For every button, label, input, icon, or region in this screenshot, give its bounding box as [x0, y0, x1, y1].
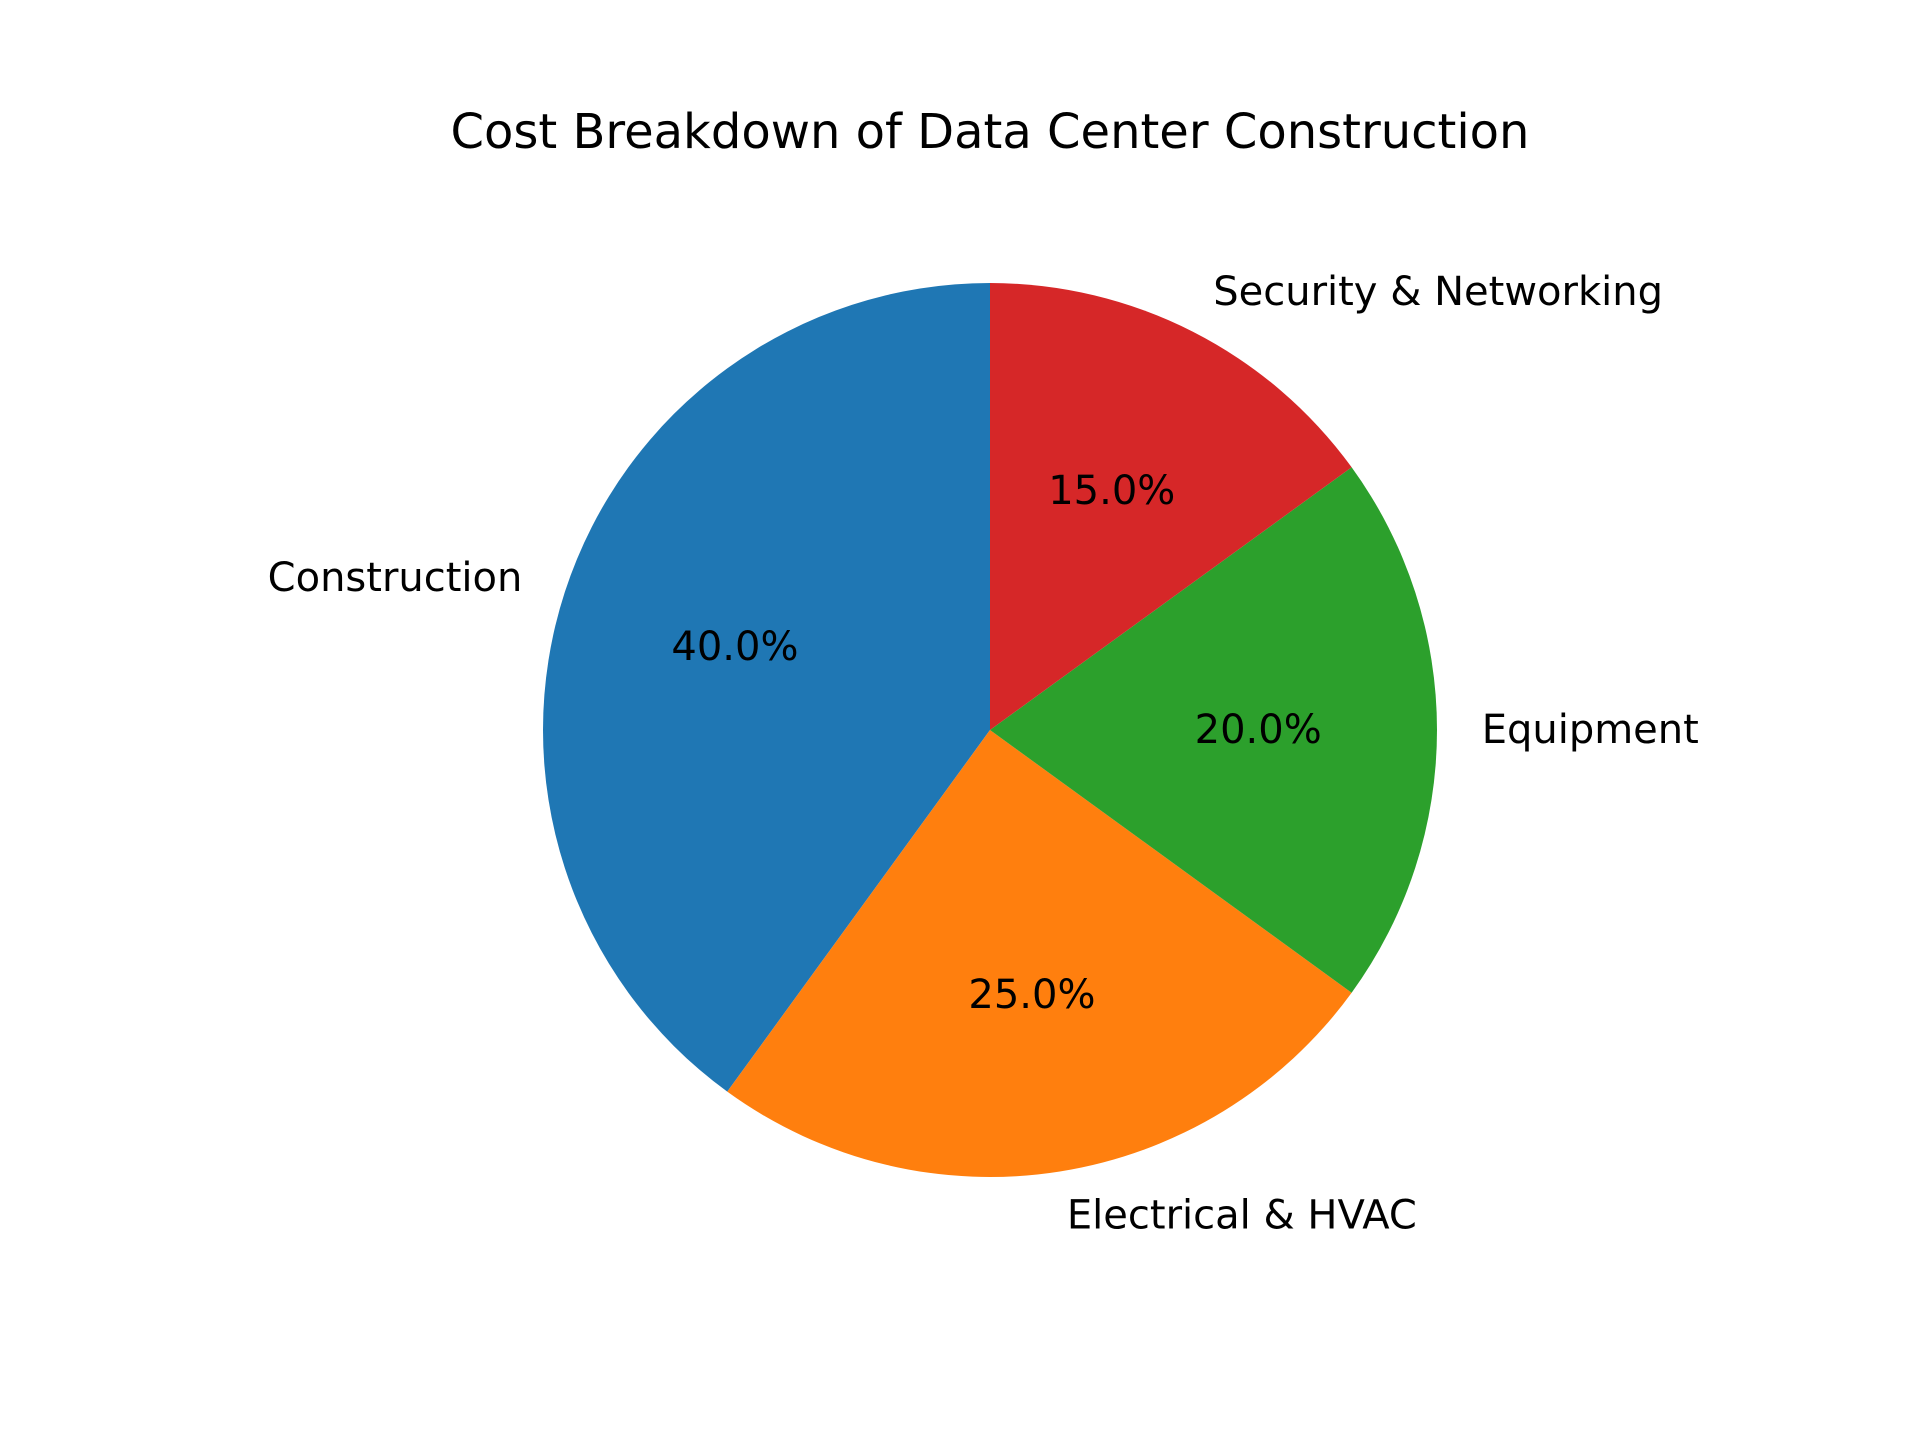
category-labels: Construction Electrical & HVAC Equipment Se…: [268, 269, 1699, 1239]
percent-label-equipment: 20.0%: [1195, 707, 1322, 753]
pie-slice-construction: [542, 283, 990, 1092]
category-label-security-networking: Security & Networking: [1213, 269, 1663, 315]
pie-slice-electrical-hvac: [727, 730, 1352, 1177]
percent-label-electrical-hvac: 25.0%: [968, 972, 1095, 1018]
pie-slices: [542, 283, 1438, 1177]
category-label-equipment: Equipment: [1482, 707, 1699, 753]
percent-label-construction: 40.0%: [671, 624, 798, 670]
percent-labels: 40.0% 25.0% 20.0% 15.0%: [671, 468, 1321, 1018]
percent-label-security-networking: 15.0%: [1048, 468, 1175, 514]
category-label-electrical-hvac: Electrical & HVAC: [1067, 1193, 1417, 1239]
category-label-construction: Construction: [268, 555, 523, 601]
pie-slice-equipment: [990, 467, 1438, 993]
chart-title: Cost Breakdown of Data Center Constructi…: [451, 104, 1530, 160]
pie-slice-security-networking: [990, 283, 1352, 730]
